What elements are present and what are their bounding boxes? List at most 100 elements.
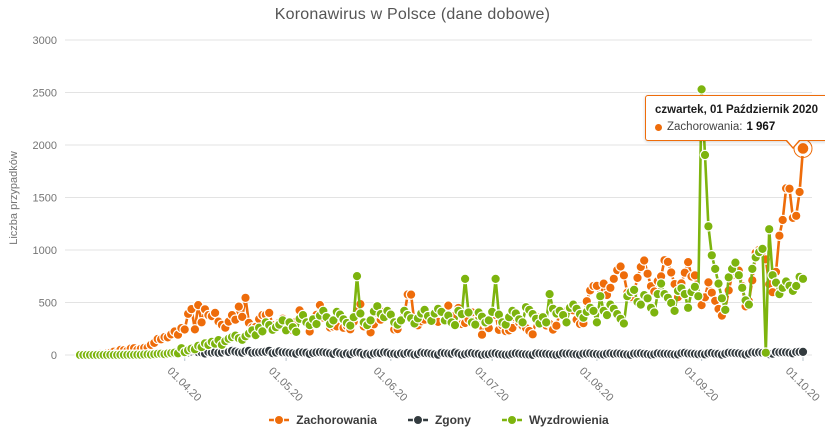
legend-marker-icon [501,414,522,426]
data-point [733,269,745,281]
data-point [642,268,653,279]
data-point [689,281,701,293]
data-point [757,243,768,255]
data-point [551,320,562,331]
data-point [642,292,653,304]
data-point [618,269,630,281]
x-axis-tick-label: 01.04.20 [165,365,204,404]
data-point [615,261,626,272]
data-point [790,210,802,222]
y-axis-tick-label: 0 [51,350,57,362]
data-point [449,319,461,331]
chart-plot-area[interactable]: 0 500 1000 1500 2000 2500 3000 01.04.20 01.05.20… [0,0,825,410]
data-point [469,319,481,330]
legend-label: Zachorowania [296,413,377,427]
data-point [179,324,190,335]
x-axis-tick-label: 01.10.20 [783,365,822,404]
y-axis-tick-label: 1500 [33,193,57,205]
data-point [713,278,724,289]
data-point [719,304,731,316]
data-point [638,255,650,266]
legend-marker-icon [269,414,290,426]
data-point [743,299,755,310]
data-point [662,256,674,268]
data-point [605,282,616,294]
data-point [669,305,680,317]
data-point [716,292,728,304]
data-point [196,316,207,328]
tooltip-series-name: Zachorowania: [667,120,743,133]
data-point [665,267,677,278]
data-point [476,329,488,340]
data-point [746,263,758,275]
data-point [601,309,613,321]
x-axis-tick-label: 01.06.20 [371,365,410,404]
data-point [233,301,245,312]
data-point [777,214,788,226]
tooltip-value: 1 967 [746,120,776,133]
data-point [263,307,275,319]
y-axis-tick-label: 2500 [33,88,57,100]
data-point [240,292,251,304]
data-point [527,328,538,340]
data-point [591,317,603,328]
x-axis-tick-label: 01.05.20 [266,365,305,404]
legend: Zachorowania Zgony Wyzdrowienia [65,413,812,427]
data-point [490,273,501,285]
legend-label: Zgony [434,413,471,427]
tooltip: czwartek, 01 Październik 2020 Zachorowan… [645,95,825,150]
data-point [635,299,647,310]
data-point [730,257,741,268]
data-point [699,149,711,161]
data-point [784,183,795,194]
legend-marker-icon [407,414,428,426]
data-point [463,307,474,318]
y-axis-tick-label: 1000 [33,245,57,257]
data-point [257,326,268,337]
legend-item-wyzdrowienia: Wyzdrowienia [501,413,609,427]
data-point [682,256,694,268]
data-point [763,223,775,235]
y-axis-tick-label: 500 [39,298,57,310]
data-point [797,346,809,358]
data-point [760,347,772,358]
data-point [692,290,704,302]
y-axis-tick-label: 3000 [33,35,57,47]
y-axis-tick-label: 2000 [33,140,57,152]
x-axis-tick-label: 01.08.20 [577,365,616,404]
legend-item-zgony: Zgony [407,413,471,427]
data-point [682,302,694,314]
data-point [736,282,748,294]
data-point [608,273,620,285]
data-point [517,317,528,328]
legend-item-zachorowania: Zachorowania [268,413,377,427]
data-point [703,277,714,288]
tooltip-date: czwartek, 01 Październik 2020 [655,104,819,116]
x-axis-tick-label: 01.09.20 [682,365,721,404]
data-point [365,315,376,326]
data-point [790,280,802,292]
data-point [405,289,417,300]
series-wyzdrowienia[interactable] [74,84,809,361]
data-point [632,272,643,284]
data-point [209,307,221,319]
chart-title: Koronawirus w Polsce (dane dobowe) [274,6,551,23]
data-point [655,278,667,289]
data-point [540,317,552,328]
data-point [290,326,302,338]
legend-label: Wyzdrowienia [528,413,609,427]
data-point [628,284,640,296]
data-point [774,230,785,241]
data-point [618,318,630,329]
data-point [544,288,555,300]
data-point [696,84,707,95]
data-point [588,305,599,317]
data-point [594,290,606,302]
data-point [794,186,805,198]
data-point [706,250,718,261]
data-point [351,270,363,282]
data-point [709,263,721,275]
data-point [797,273,809,285]
data-point [355,308,366,319]
